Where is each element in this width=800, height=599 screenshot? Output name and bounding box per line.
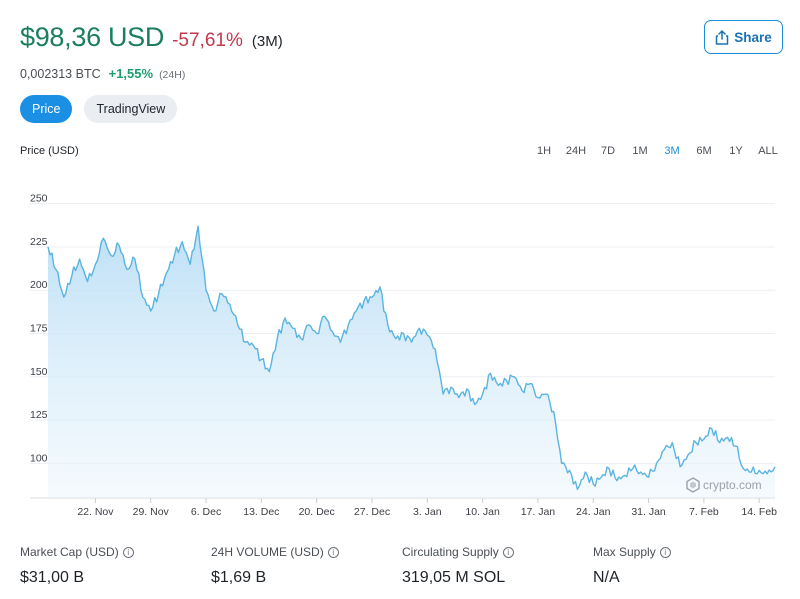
y-tick-label: 175 bbox=[30, 323, 48, 335]
x-axis-ticks: 22. Nov 29. Nov 6. Dec 13. Dec 20. Dec 27. De… bbox=[77, 498, 777, 518]
btc-price-row: 0,002313 BTC +1,55% (24H) bbox=[20, 66, 185, 81]
price-chart[interactable]: 100 125 150 175 200 225 250 22. Nov 29. Nov 6. D… bbox=[0, 170, 800, 530]
y-tick-label: 225 bbox=[30, 236, 48, 248]
time-range-selector: 1H 24H 7D 1M 3M 6M 1Y ALL bbox=[528, 145, 784, 157]
share-button[interactable]: Share bbox=[704, 20, 783, 54]
x-tick-label: 27. Dec bbox=[354, 506, 390, 518]
chart-area-layer bbox=[47, 225, 776, 498]
stat-24h-volume: 24H VOLUME (USD) i $1,69 B bbox=[211, 545, 402, 587]
stat-circulating-supply: Circulating Supply i 319,05 M SOL bbox=[402, 545, 593, 587]
x-tick-label: 6. Dec bbox=[191, 506, 221, 518]
y-tick-label: 125 bbox=[30, 409, 48, 421]
y-tick-label: 200 bbox=[30, 279, 48, 291]
stat-value: $31,00 B bbox=[20, 569, 85, 586]
range-6m[interactable]: 6M bbox=[696, 145, 712, 157]
range-1m[interactable]: 1M bbox=[632, 145, 648, 157]
x-tick-label: 31. Jan bbox=[631, 506, 666, 518]
x-tick-label: 24. Jan bbox=[576, 506, 611, 518]
stat-label: Max Supply bbox=[593, 545, 656, 559]
watermark: crypto.com bbox=[686, 477, 762, 493]
stat-value: $1,69 B bbox=[211, 569, 267, 586]
x-tick-label: 3. Jan bbox=[413, 506, 442, 518]
info-icon[interactable]: i bbox=[502, 546, 514, 558]
current-price: $98,36 USD bbox=[20, 22, 165, 52]
y-axis-ticks: 100 125 150 175 200 225 250 bbox=[30, 193, 48, 465]
x-tick-label: 13. Dec bbox=[243, 506, 279, 518]
btc-change-period: (24H) bbox=[159, 69, 186, 81]
price-header: $98,36 USD -57,61% (3M) bbox=[20, 22, 283, 53]
price-area-fill bbox=[48, 226, 775, 498]
x-tick-label: 7. Feb bbox=[689, 506, 719, 518]
watermark-text: crypto.com bbox=[703, 478, 762, 492]
crypto-com-logo-icon bbox=[686, 477, 700, 493]
share-label: Share bbox=[734, 29, 772, 45]
btc-change-percent: +1,55% bbox=[108, 66, 154, 81]
stat-label: Circulating Supply bbox=[402, 545, 499, 559]
stat-max-supply: Max Supply i N/A bbox=[593, 545, 784, 587]
btc-price: 0,002313 BTC bbox=[20, 67, 101, 81]
chart-y-label: Price (USD) bbox=[20, 145, 79, 157]
range-1h[interactable]: 1H bbox=[536, 145, 552, 157]
range-3m[interactable]: 3M bbox=[664, 145, 680, 157]
range-24h[interactable]: 24H bbox=[565, 145, 587, 157]
chart-tabs: Price TradingView bbox=[20, 95, 178, 123]
info-icon[interactable]: i bbox=[327, 546, 339, 558]
share-icon bbox=[715, 29, 729, 45]
price-change-percent: -57,61% bbox=[172, 30, 243, 51]
x-tick-label: 14. Feb bbox=[741, 506, 777, 518]
range-all[interactable]: ALL bbox=[758, 145, 778, 157]
stat-market-cap: Market Cap (USD) i $31,00 B bbox=[20, 545, 211, 587]
y-tick-label: 100 bbox=[30, 452, 48, 464]
info-icon[interactable]: i bbox=[122, 546, 134, 558]
y-tick-label: 150 bbox=[30, 366, 48, 378]
stat-value: 319,05 M SOL bbox=[402, 569, 506, 586]
price-change-period: (3M) bbox=[251, 33, 283, 50]
stats-row: Market Cap (USD) i $31,00 B 24H VOLUME (U… bbox=[20, 545, 784, 587]
x-tick-label: 17. Jan bbox=[521, 506, 556, 518]
y-tick-label: 250 bbox=[30, 193, 48, 205]
info-icon[interactable]: i bbox=[659, 546, 671, 558]
stat-label: 24H VOLUME (USD) bbox=[211, 545, 324, 559]
x-tick-label: 10. Jan bbox=[465, 506, 500, 518]
tab-tradingview[interactable]: TradingView bbox=[84, 95, 178, 123]
stat-label: Market Cap (USD) bbox=[20, 545, 119, 559]
tab-price[interactable]: Price bbox=[20, 95, 73, 123]
price-line bbox=[47, 225, 776, 490]
x-tick-label: 29. Nov bbox=[133, 506, 170, 518]
x-tick-label: 22. Nov bbox=[77, 506, 114, 518]
x-tick-label: 20. Dec bbox=[299, 506, 335, 518]
stat-value: N/A bbox=[593, 569, 620, 586]
range-7d[interactable]: 7D bbox=[600, 145, 616, 157]
range-1y[interactable]: 1Y bbox=[729, 145, 743, 157]
